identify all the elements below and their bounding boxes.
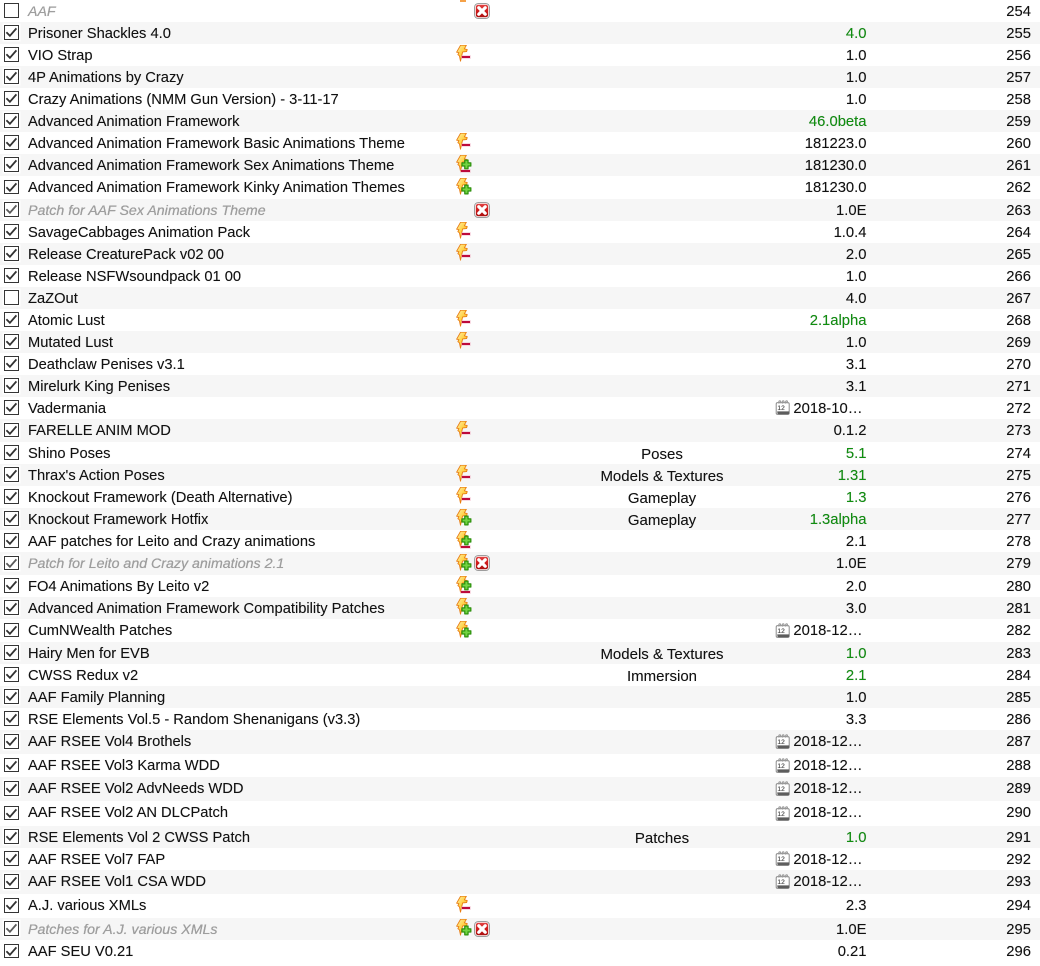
svg-text:12: 12 [777,856,785,863]
svg-text:12: 12 [777,739,785,746]
svg-text:12: 12 [777,628,785,635]
svg-text:12: 12 [777,763,785,770]
svg-text:12: 12 [777,786,785,793]
svg-text:12: 12 [777,405,785,412]
svg-text:12: 12 [777,879,785,886]
svg-text:12: 12 [777,811,785,818]
